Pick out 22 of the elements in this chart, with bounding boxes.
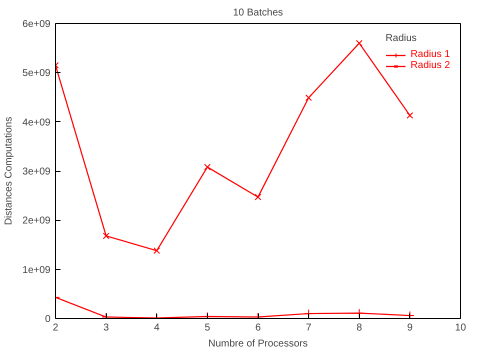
- x-tick-label: 5: [204, 322, 211, 334]
- y-tick-label: 4e+09: [22, 117, 51, 128]
- chart-title: 10 Batches: [232, 8, 284, 18]
- legend-title: Radius: [386, 33, 418, 44]
- y-tick-label: 0: [44, 314, 51, 325]
- x-tick-label: 7: [306, 322, 312, 334]
- y-tick-label: 5e+09: [22, 68, 51, 80]
- legend-label: Radius 1: [410, 49, 450, 60]
- x-tick-label: 8: [356, 322, 362, 334]
- x-tick-label: 4: [154, 322, 160, 334]
- y-axis-title: Distances Computations: [3, 116, 14, 226]
- y-tick-label: 1e+09: [22, 264, 51, 276]
- x-tick-label: 6: [255, 322, 262, 334]
- x-axis-title: Numbre of Processors: [208, 338, 308, 350]
- x-tick-label: 10: [454, 322, 466, 334]
- y-tick-label: 2e+09: [22, 216, 51, 227]
- y-tick-label: 3e+09: [22, 166, 51, 178]
- y-tick-label: 6e+09: [22, 19, 51, 30]
- legend-label: Radius 2: [410, 60, 450, 71]
- x-tick-label: 9: [407, 322, 414, 334]
- x-tick-label: 2: [52, 322, 59, 334]
- x-tick-label: 3: [103, 322, 110, 334]
